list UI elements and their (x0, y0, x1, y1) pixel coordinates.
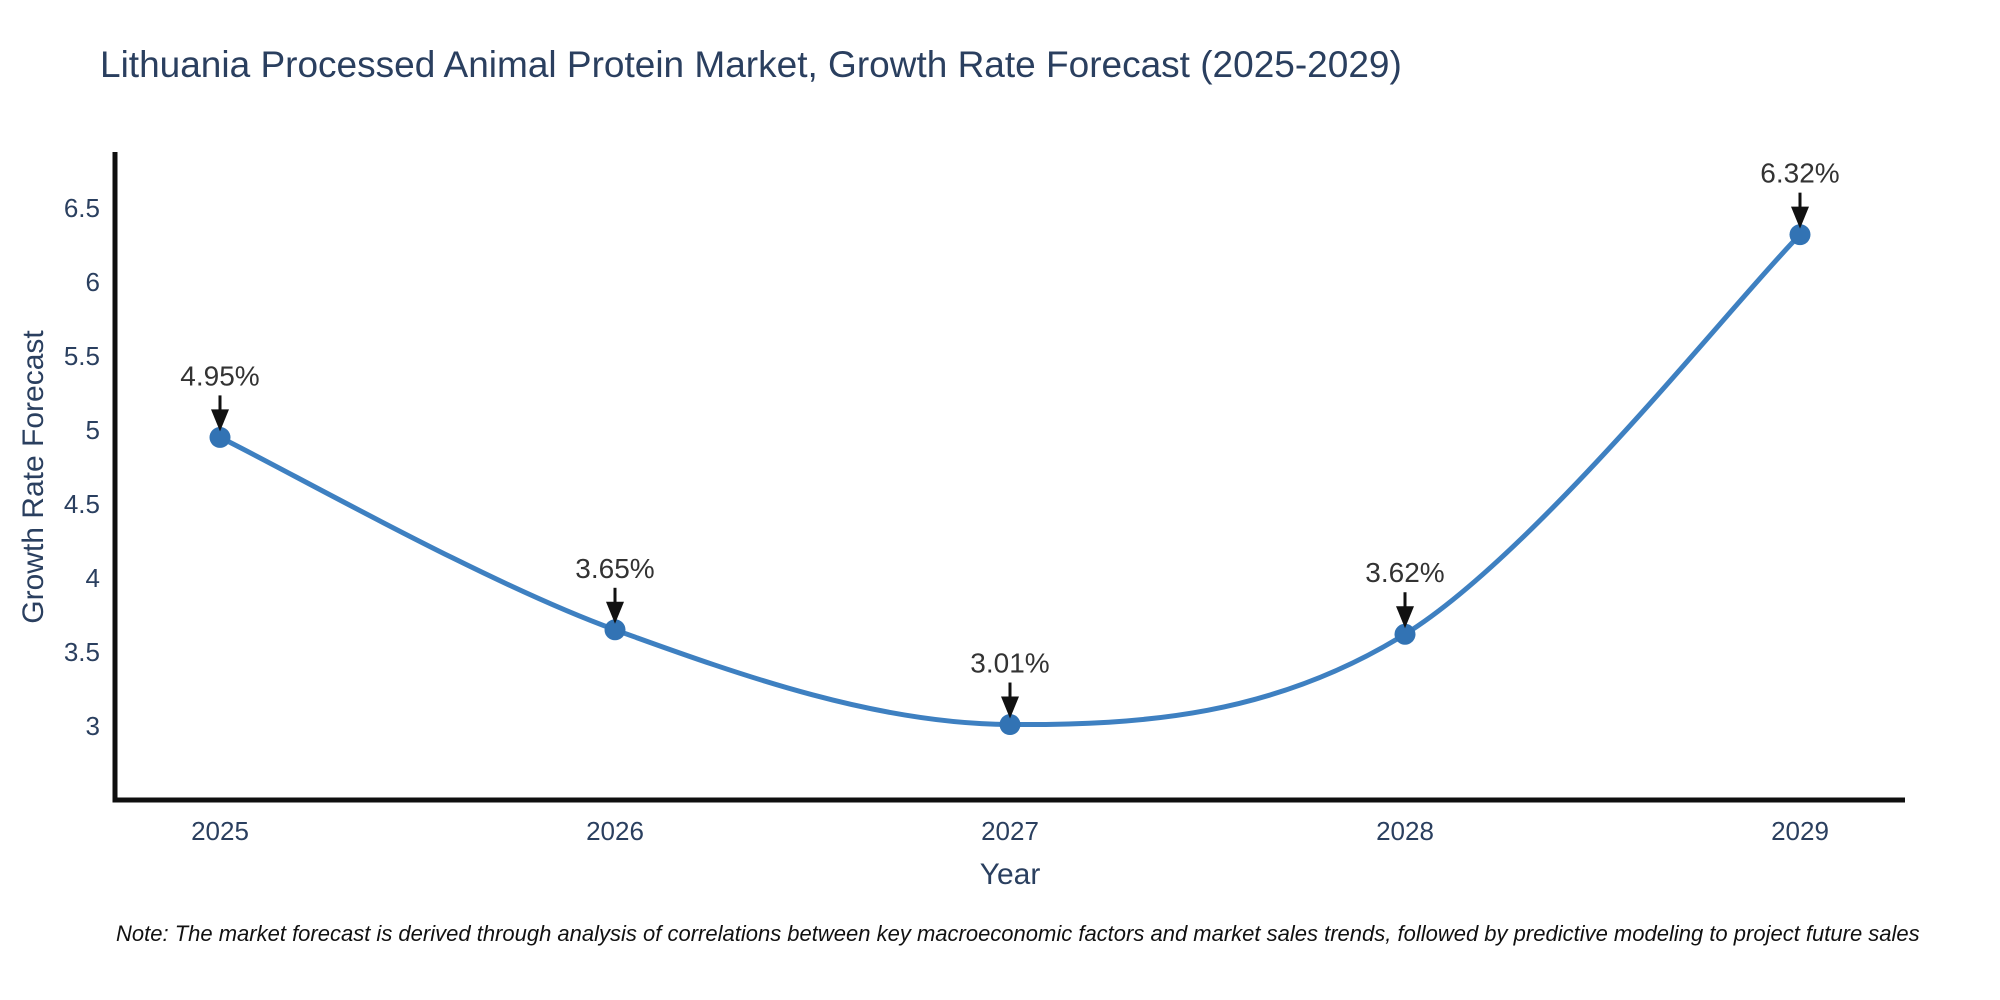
annotation-arrowhead-icon (1791, 206, 1809, 229)
point-annotation: 3.65% (575, 553, 654, 584)
annotation-arrowhead-icon (1396, 606, 1414, 629)
data-point-marker (604, 619, 626, 641)
x-tick-label: 2025 (191, 816, 249, 846)
y-tick-label: 6 (86, 267, 100, 297)
annotation-arrowhead-icon (1001, 696, 1019, 719)
data-point-marker (1394, 623, 1416, 645)
x-axis-title: Year (979, 858, 1041, 891)
y-tick-label: 5.5 (64, 341, 100, 371)
data-point-marker (1789, 224, 1811, 246)
annotation-arrowhead-icon (211, 409, 229, 432)
x-tick-label: 2026 (586, 816, 644, 846)
point-annotation: 3.01% (970, 648, 1049, 679)
x-tick-label: 2028 (1376, 816, 1434, 846)
x-tick-label: 2027 (981, 816, 1039, 846)
y-tick-label: 5 (86, 415, 100, 445)
y-tick-label: 3 (86, 711, 100, 741)
y-tick-label: 4.5 (64, 489, 100, 519)
x-tick-label: 2029 (1771, 816, 1829, 846)
point-annotation: 6.32% (1760, 158, 1839, 189)
y-tick-label: 4 (86, 563, 100, 593)
y-tick-label: 6.5 (64, 193, 100, 223)
point-annotation: 4.95% (180, 360, 259, 391)
footnote: Note: The market forecast is derived thr… (116, 921, 1920, 946)
data-point-marker (999, 714, 1021, 736)
chart-title: Lithuania Processed Animal Protein Marke… (100, 44, 1402, 85)
point-annotation: 3.62% (1365, 557, 1444, 588)
data-point-marker (209, 426, 231, 448)
annotation-arrowhead-icon (606, 601, 624, 624)
y-tick-label: 3.5 (64, 637, 100, 667)
